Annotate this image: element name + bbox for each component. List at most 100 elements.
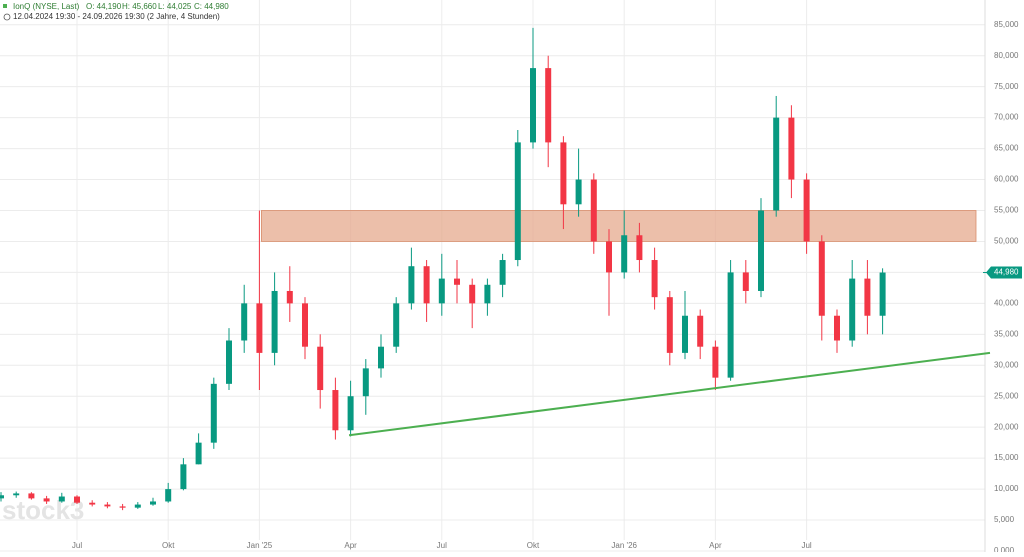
candle-body — [666, 297, 673, 353]
candle-body — [879, 272, 886, 316]
y-tick-label: 20,000 — [994, 422, 1019, 431]
ohlc-value: C: 44,980 — [194, 2, 229, 11]
instrument-name: IonQ (NYSE, Last) — [13, 2, 80, 11]
candle-body — [773, 117, 780, 211]
candle-body — [195, 442, 202, 465]
candle-body — [788, 117, 795, 180]
y-tick-label: 75,000 — [994, 82, 1019, 91]
y-tick-label: 85,000 — [994, 20, 1019, 29]
candle-body — [134, 504, 141, 508]
candle-body — [560, 142, 567, 205]
candle-body — [423, 266, 430, 304]
x-tick-label: Jul — [72, 541, 82, 550]
candle-body — [575, 179, 582, 205]
x-tick-label: Okt — [527, 541, 540, 550]
trendline — [348, 351, 991, 437]
candle-body — [43, 498, 50, 502]
y-tick-label: 80,000 — [994, 51, 1019, 60]
candle-body — [13, 493, 20, 496]
candle-body — [803, 179, 810, 242]
y-tick-label: 70,000 — [994, 113, 1019, 122]
y-tick-label: 65,000 — [994, 144, 1019, 153]
candle-body — [256, 303, 263, 353]
candle-body — [606, 241, 612, 273]
candle-body — [454, 278, 460, 285]
x-tick-label: Apr — [344, 541, 357, 550]
candle-body — [226, 340, 232, 384]
candle-body — [590, 179, 597, 242]
candle-body — [864, 278, 871, 316]
ohlc-value: O: 44,190 — [86, 2, 122, 11]
y-tick-label: 35,000 — [994, 329, 1019, 338]
candle-body — [484, 284, 491, 304]
candle-body — [834, 315, 840, 341]
x-tick-label: Okt — [162, 541, 175, 550]
candle-body — [241, 303, 248, 341]
y-tick-label: 5,000 — [994, 515, 1015, 524]
candle-body — [727, 272, 734, 378]
candle-body — [271, 290, 278, 353]
candle-body — [28, 493, 35, 499]
y-tick-label: 50,000 — [994, 237, 1019, 246]
candle-body — [545, 68, 552, 143]
x-tick-label: Jul — [437, 541, 447, 550]
candle-body — [469, 284, 476, 304]
candle-body — [636, 235, 643, 261]
candle-body — [119, 506, 126, 508]
candle-body — [317, 346, 324, 391]
candle-body — [742, 272, 749, 291]
candle-body — [621, 235, 628, 273]
y-tick-label: 25,000 — [994, 391, 1019, 400]
candle-body — [651, 260, 658, 298]
candle-body — [0, 495, 4, 499]
y-tick-label: 10,000 — [994, 484, 1019, 493]
period: 12.04.2024 19:30 - 24.09.2026 19:30 (2 J… — [13, 12, 220, 21]
y-tick-label: 40,000 — [994, 298, 1019, 307]
candle-body — [849, 278, 856, 341]
x-tick-label: Apr — [709, 541, 722, 550]
candle-body — [712, 346, 719, 378]
candle-body — [104, 504, 111, 507]
candle-body — [150, 501, 156, 505]
candle-body — [438, 278, 445, 304]
candle-body — [758, 210, 764, 291]
last-price-label: 44,980 — [994, 268, 1019, 277]
x-tick-label: Jan '26 — [611, 541, 637, 550]
candle-body — [74, 496, 80, 503]
y-tick-label: 30,000 — [994, 360, 1019, 369]
candle-body — [302, 303, 308, 347]
y-tick-label: 55,000 — [994, 206, 1019, 215]
y-tick-label: 0,000 — [994, 546, 1015, 552]
candle-body — [408, 266, 415, 304]
candle-body — [499, 260, 506, 285]
candle-body — [58, 496, 65, 502]
candle-body — [393, 303, 400, 347]
candle-body — [89, 502, 96, 505]
candle-body — [180, 464, 187, 490]
last-price-tag — [986, 266, 1022, 279]
watermark: stock3 — [2, 495, 84, 525]
x-tick-label: Jul — [801, 541, 811, 550]
candle-body — [514, 142, 521, 261]
candle-body — [210, 383, 217, 443]
candle-body — [286, 290, 293, 304]
y-tick-label: 15,000 — [994, 453, 1019, 462]
candle-body — [332, 390, 339, 431]
candle-body — [697, 315, 704, 347]
candle-body — [362, 368, 369, 397]
candle-body — [165, 489, 172, 502]
y-tick-label: 60,000 — [994, 175, 1019, 184]
ohlc-value: H: 45,660 — [122, 2, 157, 11]
x-tick-label: Jan '25 — [247, 541, 273, 550]
candle-body — [347, 396, 354, 431]
candle-body — [530, 68, 536, 143]
candle-body — [818, 241, 825, 316]
candle-body — [682, 315, 688, 353]
clock-icon — [3, 13, 11, 21]
resistance-zone — [260, 210, 977, 242]
ohlc-value: L: 44,025 — [158, 2, 192, 11]
candle-body — [378, 346, 384, 369]
logo-icon — [3, 4, 7, 8]
